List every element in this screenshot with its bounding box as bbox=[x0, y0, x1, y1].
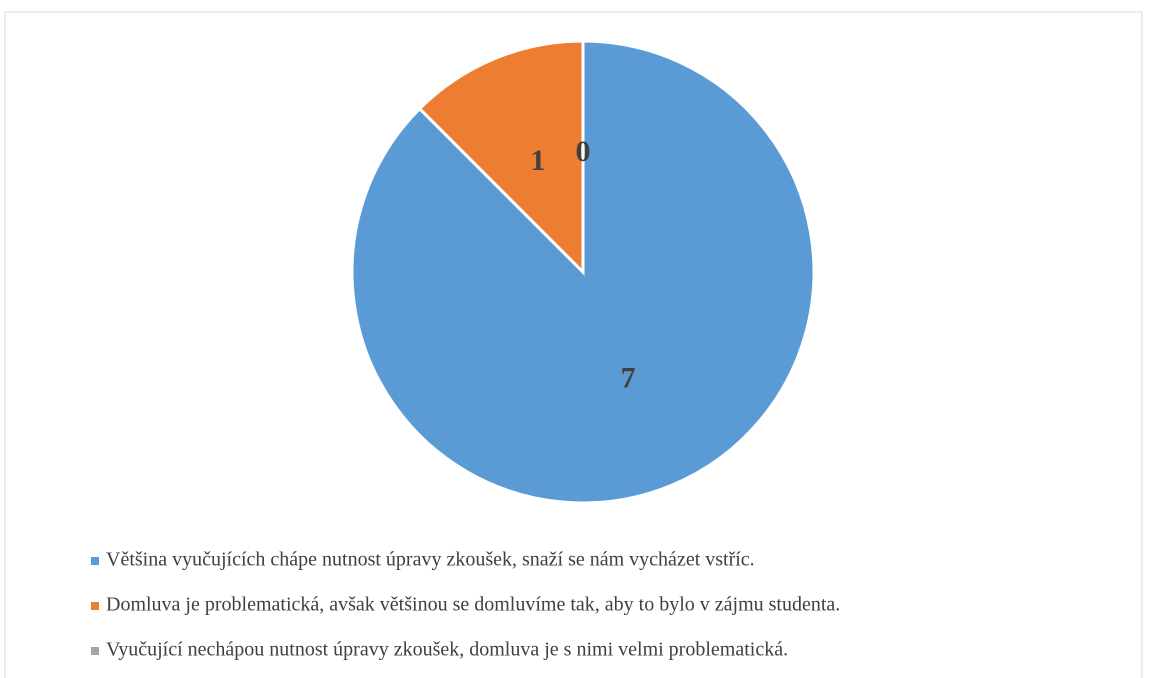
data-label: 7 bbox=[621, 362, 636, 395]
legend-marker bbox=[91, 647, 99, 655]
data-label: 0 bbox=[576, 135, 591, 168]
legend-label: Domluva je problematická, avšak většinou… bbox=[106, 594, 840, 616]
legend-marker bbox=[91, 602, 99, 610]
legend-label: Většina vyučujících chápe nutnost úpravy… bbox=[106, 549, 755, 571]
data-label: 1 bbox=[530, 144, 545, 177]
chart-frame bbox=[4, 11, 1143, 678]
legend-marker bbox=[91, 557, 99, 565]
legend-label: Vyučující nechápou nutnost úpravy zkouše… bbox=[106, 639, 788, 661]
pie-slice bbox=[417, 39, 585, 276]
